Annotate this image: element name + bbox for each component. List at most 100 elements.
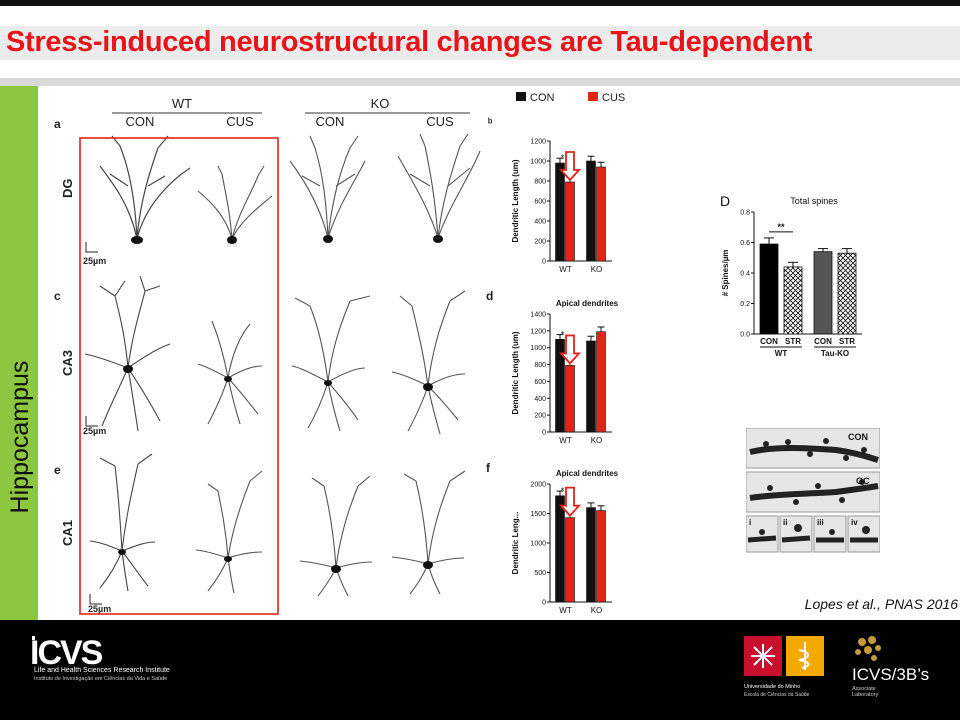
bar-cus-ko xyxy=(596,331,606,433)
chart-title: Apical dendrites xyxy=(556,469,619,478)
y-tick-label: 200 xyxy=(534,239,546,246)
group-label-ko: KO xyxy=(371,96,390,111)
region-label-ca1: CA1 xyxy=(60,520,75,546)
spine-sub-iv: iv xyxy=(851,518,858,527)
footer: ICVS Life and Health Sciences Research I… xyxy=(0,620,960,720)
x-tick-label: KO xyxy=(591,265,603,274)
region-label-dg: DG xyxy=(60,179,75,199)
x-tick-label: CON xyxy=(760,337,778,346)
panel-letter-a: a xyxy=(54,117,61,131)
svg-text:ICVS/3B’s: ICVS/3B’s xyxy=(852,665,929,684)
bar-con-0 xyxy=(759,243,779,335)
bar-cus-wt xyxy=(565,365,575,433)
legend-con: CON xyxy=(530,92,555,104)
svg-text:Associate: Associate xyxy=(852,686,876,692)
spine-sub-iii: iii xyxy=(817,518,824,527)
spine-sub-i: i xyxy=(749,518,751,527)
y-tick-label: 600 xyxy=(534,379,546,386)
condition-label-wt-cus: CUS xyxy=(226,114,254,129)
bar-con-ko xyxy=(586,340,596,433)
bar-con-wt xyxy=(555,162,565,262)
neuron-ca1-ko-con xyxy=(299,475,373,597)
y-tick-label: 1000 xyxy=(530,541,546,548)
condition-label-ko-cus: CUS xyxy=(426,114,454,129)
neuron-ca3-ko-cus xyxy=(391,290,466,435)
bar-cus-ko xyxy=(596,510,606,603)
neuron-dg-wt-con xyxy=(99,135,191,244)
icvs-3bs-logo: ICVS/3B’s Associate Laboratory xyxy=(852,636,929,698)
y-tick-label: 800 xyxy=(534,179,546,186)
neuron-ca3-wt-cus xyxy=(197,320,263,425)
slide-title: Stress-induced neurostructural changes a… xyxy=(6,26,813,58)
scale-label-ca1: 25µm xyxy=(88,604,111,614)
scale-label-ca3: 25µm xyxy=(83,426,106,436)
neuron-ca3-ko-con xyxy=(291,295,371,432)
bar-con-wt xyxy=(555,495,565,603)
x-tick-label: KO xyxy=(591,606,603,615)
significance-marker: * xyxy=(561,329,565,339)
highlight-arrow xyxy=(558,486,582,517)
bar-con-2 xyxy=(813,251,833,335)
y-tick-label: 0.8 xyxy=(740,210,750,217)
y-tick-label: 0 xyxy=(542,259,546,266)
spines-ylabel: # Spines/µm xyxy=(721,250,730,297)
highlight-arrow xyxy=(558,151,582,182)
highlight-arrow xyxy=(558,334,582,365)
y-axis-label: Dendritic Length (um) xyxy=(511,331,520,414)
x-tick-label: WT xyxy=(559,265,572,274)
title-banner: Stress-induced neurostructural changes a… xyxy=(0,26,960,60)
x-tick-label: KO xyxy=(591,436,603,445)
neuron-dg-wt-cus xyxy=(197,165,273,244)
y-tick-label: 500 xyxy=(534,570,546,577)
bar-cus-ko xyxy=(596,166,606,262)
chart-b: 0 200 400 600 800 1000 1200 Dendritic Length (u… xyxy=(511,139,612,274)
chart-title: Apical dendrites xyxy=(556,299,619,308)
svg-text:Escola de Ciências da Saúde: Escola de Ciências da Saúde xyxy=(744,692,810,698)
panel-letter-d: d xyxy=(486,289,493,303)
y-tick-label: 0.6 xyxy=(740,240,750,247)
side-band: Hippocampus xyxy=(0,86,38,620)
neuron-ca3-wt-con xyxy=(84,275,171,432)
spine-micrographs: CON GC i ii iii iv xyxy=(746,428,880,553)
spines-panel-letter: D xyxy=(720,193,730,209)
y-tick-label: 1200 xyxy=(530,139,546,146)
top-border xyxy=(0,0,960,6)
side-label: Hippocampus xyxy=(6,360,34,514)
citation: Lopes et al., PNAS 2016 xyxy=(804,596,958,612)
panel-letter-b: ᵇ xyxy=(488,117,493,129)
y-axis-label: Dendritic Leng... xyxy=(511,512,520,575)
panel-letter-c: c xyxy=(54,289,61,303)
y-tick-label: 0 xyxy=(542,430,546,437)
y-tick-label: 1000 xyxy=(530,159,546,166)
y-tick-label: 0.0 xyxy=(740,332,750,339)
condition-label-wt-con: CON xyxy=(126,114,155,129)
separator-bar xyxy=(0,78,960,86)
neuron-ca1-ko-cus xyxy=(391,470,466,595)
y-tick-label: 1200 xyxy=(530,328,546,335)
chart-f: Apical dendrites 0 500 1000 1500 2000 Dendriti… xyxy=(511,469,619,615)
neuron-figure: WT KO CON CUS CON CUS a DG c CA3 e CA1 2… xyxy=(40,86,635,620)
x-tick-label: WT xyxy=(559,436,572,445)
bar-str-3 xyxy=(837,252,857,335)
y-tick-label: 0.2 xyxy=(740,301,750,308)
y-tick-label: 0 xyxy=(542,600,546,607)
svg-text:ICVS: ICVS xyxy=(30,634,103,672)
highlight-box xyxy=(79,137,279,615)
y-axis-label: Dendritic Length (um) xyxy=(511,159,520,242)
svg-text:Laboratory: Laboratory xyxy=(852,692,879,698)
spine-label-con: CON xyxy=(848,432,868,442)
y-tick-label: 600 xyxy=(534,199,546,206)
svg-text:Universidade do Minho: Universidade do Minho xyxy=(744,684,800,690)
significance-marker: * xyxy=(561,486,565,496)
condition-label-ko-con: CON xyxy=(316,114,345,129)
panel-letter-f: f xyxy=(486,461,491,475)
y-tick-label: 1000 xyxy=(530,345,546,352)
significance-marker: * xyxy=(561,153,565,163)
spines-chart: D Total spines # Spines/µm 0.0 0.2 0.4 0.6 0… xyxy=(720,193,862,358)
legend-cus: CUS xyxy=(602,92,625,104)
neuron-dg-ko-con xyxy=(289,135,366,243)
x-tick-label: CON xyxy=(814,337,832,346)
group-label-wt: WT xyxy=(172,96,192,111)
group-label: WT xyxy=(775,349,788,358)
x-tick-label: STR xyxy=(785,337,801,346)
